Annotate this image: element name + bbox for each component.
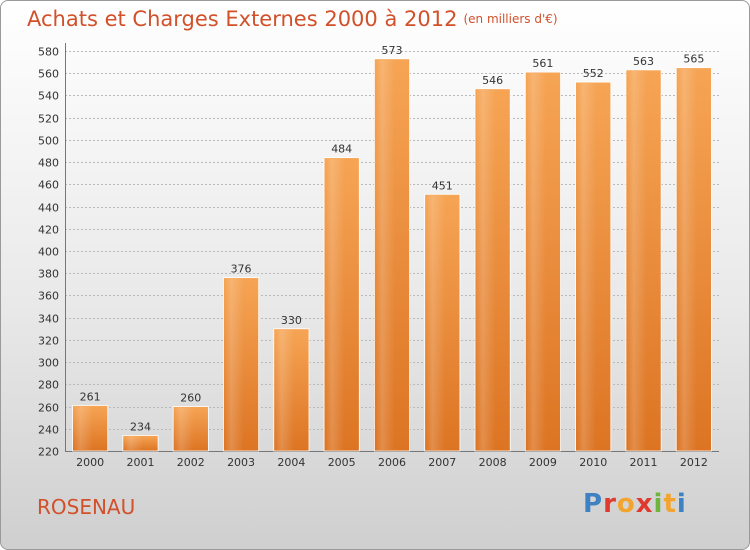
- y-tick-label: 320: [38, 335, 59, 348]
- bar-value-label: 561: [532, 57, 553, 70]
- bar-shine: [375, 59, 395, 451]
- bar-shine: [274, 329, 295, 450]
- x-tick-label: 2006: [378, 456, 406, 469]
- y-tick-label: 440: [38, 202, 59, 215]
- bar-shine: [677, 68, 697, 451]
- bar-value-label: 376: [231, 263, 252, 276]
- bar-value-label: 546: [482, 74, 503, 87]
- y-tick-label: 260: [38, 402, 59, 415]
- bar-value-label: 330: [281, 314, 302, 327]
- bar-shine: [224, 278, 244, 450]
- x-tick-label: 2011: [630, 456, 658, 469]
- bar-value-label: 573: [382, 44, 403, 57]
- bar-shine: [476, 89, 496, 451]
- bar-shine: [576, 83, 596, 450]
- y-tick-label: 460: [38, 179, 59, 192]
- y-tick-label: 400: [38, 246, 59, 259]
- x-tick-label: 2012: [680, 456, 708, 469]
- bar-value-label: 234: [130, 420, 151, 433]
- logo-letter: t: [663, 489, 677, 519]
- bar-value-label: 260: [180, 392, 201, 405]
- x-tick-label: 2007: [428, 456, 456, 469]
- bar-shine: [425, 195, 446, 450]
- y-tick-label: 520: [38, 113, 59, 126]
- y-tick-label: 500: [38, 135, 59, 148]
- y-tick-label: 360: [38, 290, 59, 303]
- logo-letter: o: [616, 489, 636, 519]
- logo-letter: r: [603, 489, 617, 519]
- axes: 220 240 260 280 300 320 340 360 380 400 420 440 460 4…: [38, 43, 719, 469]
- x-tick-label: 2008: [479, 456, 507, 469]
- bar-value-label: 451: [432, 179, 453, 192]
- bar-shine: [123, 436, 144, 450]
- bar-shine: [626, 70, 647, 450]
- bar-value-label: 552: [583, 67, 604, 80]
- y-tick-label: 300: [38, 357, 59, 370]
- logo-letter: i: [653, 489, 664, 519]
- y-tick-label: 280: [38, 379, 59, 392]
- y-tick-label: 540: [38, 90, 59, 103]
- data-labels: 261 234 260 376 330 484 573 451 546 561 552 563 565: [80, 44, 705, 434]
- logo-letter: i: [676, 489, 687, 519]
- x-tick-label: 2001: [126, 456, 154, 469]
- bar-shine: [526, 73, 546, 450]
- x-tick-label: 2000: [76, 456, 104, 469]
- y-tick-label: 560: [38, 68, 59, 81]
- x-tick-label: 2005: [328, 456, 356, 469]
- logo-letter: P: [583, 489, 604, 519]
- y-tick-label: 340: [38, 313, 59, 326]
- x-tick-label: 2010: [579, 456, 607, 469]
- y-tick-label: 580: [38, 46, 59, 59]
- bar-shine: [174, 407, 194, 450]
- logo-letter: x: [635, 489, 654, 519]
- chart-unit: (en milliers d'€): [463, 12, 558, 26]
- bar-value-label: 565: [683, 53, 704, 66]
- bar-value-label: 563: [633, 55, 654, 68]
- x-tick-label: 2003: [227, 456, 255, 469]
- y-tick-label: 380: [38, 268, 59, 281]
- chart-title-text: Achats et Charges Externes 2000 à 2012: [27, 7, 458, 31]
- y-tick-label: 420: [38, 224, 59, 237]
- y-tick-label: 480: [38, 157, 59, 170]
- y-tick-label: 220: [38, 446, 59, 459]
- y-tick-label: 240: [38, 424, 59, 437]
- bar-value-label: 261: [80, 390, 101, 403]
- bar-shine: [73, 406, 93, 450]
- place-name: ROSENAU: [37, 495, 136, 519]
- x-tick-label: 2002: [177, 456, 205, 469]
- bar-value-label: 484: [331, 143, 352, 156]
- x-tick-label: 2004: [277, 456, 305, 469]
- x-tick-label: 2009: [529, 456, 557, 469]
- proxiti-logo: Proxiti: [583, 489, 687, 519]
- bar-shine: [325, 158, 345, 450]
- chart-title: Achats et Charges Externes 2000 à 2012 (e…: [27, 7, 558, 31]
- bars: [72, 58, 712, 452]
